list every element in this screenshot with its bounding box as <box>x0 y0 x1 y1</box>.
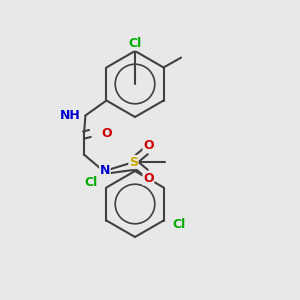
Text: O: O <box>101 127 112 140</box>
Text: Cl: Cl <box>84 176 98 190</box>
Text: Cl: Cl <box>128 37 142 50</box>
Text: O: O <box>143 172 154 185</box>
Text: S: S <box>129 155 138 169</box>
Text: NH: NH <box>60 109 81 122</box>
Text: Cl: Cl <box>172 218 186 232</box>
Text: O: O <box>143 139 154 152</box>
Text: N: N <box>100 164 110 178</box>
